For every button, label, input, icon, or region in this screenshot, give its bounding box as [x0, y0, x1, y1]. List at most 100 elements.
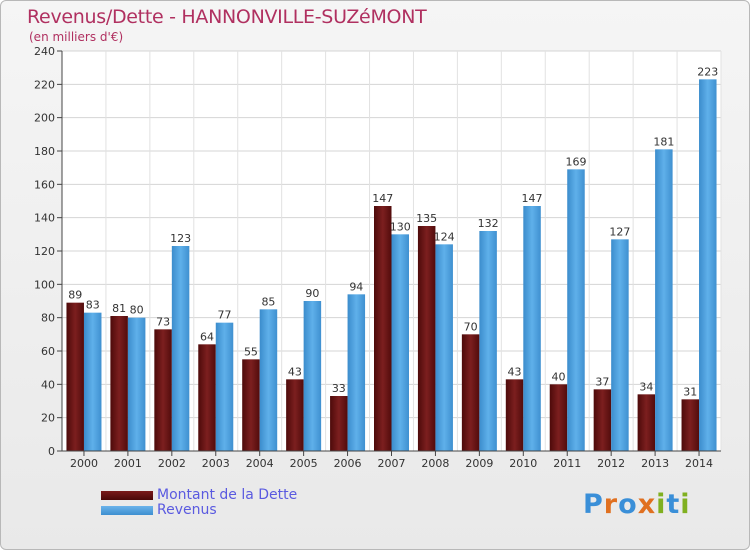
x-tick-label: 2004	[246, 457, 274, 470]
data-label-revenue: 123	[170, 232, 191, 245]
x-tick-label: 2014	[685, 457, 713, 470]
logo-letter: x	[637, 489, 657, 520]
y-tick-label: 140	[34, 212, 55, 225]
data-label-debt: 70	[464, 320, 478, 333]
y-tick-label: 40	[41, 378, 55, 391]
bar-revenue	[391, 234, 409, 451]
bar-debt	[505, 379, 524, 451]
logo-letter: P	[583, 489, 604, 520]
x-tick-label: 2006	[334, 457, 362, 470]
data-label-revenue: 147	[522, 192, 543, 205]
y-tick-label: 100	[34, 278, 55, 291]
data-label-revenue: 77	[218, 309, 232, 322]
x-tick-label: 2012	[597, 457, 625, 470]
data-label-debt: 81	[112, 302, 126, 315]
data-label-revenue: 132	[478, 217, 499, 230]
data-label-debt: 89	[68, 289, 82, 302]
proxiti-logo: Proxiti	[583, 489, 691, 520]
bar-revenue	[435, 244, 453, 451]
y-tick-label: 180	[34, 145, 55, 158]
bar-debt	[593, 389, 612, 451]
y-tick-label: 0	[48, 445, 55, 458]
bar-debt	[154, 329, 172, 451]
bar-revenue	[171, 246, 190, 451]
legend-label-debt: Montant de la Dette	[157, 487, 298, 503]
chart-title: Revenus/Dette - HANNONVILLE-SUZéMONT	[27, 6, 427, 28]
legend-label-revenue: Revenus	[157, 502, 217, 518]
data-label-debt: 33	[332, 382, 346, 395]
data-label-debt: 73	[156, 315, 170, 328]
bar-debt	[461, 334, 480, 451]
data-label-revenue: 83	[86, 299, 100, 312]
data-label-revenue: 124	[434, 230, 455, 243]
data-label-debt: 34	[639, 380, 653, 393]
y-tick-label: 60	[41, 345, 55, 358]
y-tick-label: 240	[34, 45, 55, 58]
bar-revenue	[259, 309, 278, 451]
data-label-debt: 43	[508, 365, 522, 378]
data-label-revenue: 169	[565, 155, 586, 168]
bar-debt	[374, 206, 392, 451]
bar-debt	[417, 226, 436, 451]
y-tick-label: 80	[41, 312, 55, 325]
bar-revenue	[699, 79, 717, 451]
data-label-debt: 37	[595, 375, 609, 388]
data-label-debt: 40	[551, 370, 565, 383]
logo-letter: i	[680, 489, 691, 520]
data-label-debt: 147	[372, 192, 393, 205]
x-tick-label: 2001	[114, 457, 142, 470]
bar-revenue	[567, 169, 585, 452]
x-tick-label: 2013	[641, 457, 669, 470]
legend-swatch-debt	[101, 491, 153, 500]
bar-debt	[681, 399, 700, 451]
x-tick-label: 2002	[158, 457, 186, 470]
bar-revenue	[127, 317, 146, 451]
bar-debt	[66, 302, 84, 451]
data-label-revenue: 181	[653, 135, 674, 148]
data-label-revenue: 94	[349, 280, 363, 293]
bar-revenue	[523, 206, 541, 451]
bar-debt	[549, 384, 568, 451]
bar-revenue	[303, 301, 322, 451]
y-tick-label: 200	[34, 112, 55, 125]
bar-revenue	[479, 231, 497, 451]
x-tick-label: 2011	[553, 457, 581, 470]
data-label-revenue: 80	[130, 304, 144, 317]
bar-revenue	[83, 312, 102, 451]
bar-debt	[110, 316, 128, 451]
data-label-debt: 135	[416, 212, 437, 225]
bar-revenue	[611, 239, 629, 451]
data-label-debt: 64	[200, 330, 214, 343]
y-tick-label: 160	[34, 178, 55, 191]
logo-letter: o	[618, 489, 638, 520]
x-tick-label: 2005	[290, 457, 318, 470]
data-label-revenue: 127	[609, 225, 630, 238]
logo-letter: t	[666, 489, 681, 520]
bar-debt	[637, 394, 656, 451]
bar-debt	[286, 379, 304, 451]
x-tick-label: 2009	[465, 457, 493, 470]
y-tick-label: 220	[34, 78, 55, 91]
bar-debt	[198, 344, 216, 451]
x-tick-label: 2003	[202, 457, 230, 470]
bar-debt	[330, 396, 348, 451]
x-tick-label: 2007	[378, 457, 406, 470]
data-label-revenue: 130	[390, 220, 411, 233]
y-tick-label: 120	[34, 245, 55, 258]
data-label-debt: 31	[683, 385, 697, 398]
bar-revenue	[215, 322, 234, 451]
x-tick-label: 2008	[421, 457, 449, 470]
bar-debt	[242, 359, 260, 451]
x-tick-label: 2010	[509, 457, 537, 470]
bar-revenue	[655, 149, 673, 452]
data-label-debt: 55	[244, 345, 258, 358]
x-tick-label: 2000	[70, 457, 98, 470]
logo-letter: r	[603, 489, 619, 520]
data-label-revenue: 85	[261, 295, 275, 308]
data-label-revenue: 223	[697, 65, 718, 78]
legend-swatch-revenue	[101, 506, 153, 515]
chart-unit-label: (en milliers d'€)	[29, 30, 124, 44]
data-label-revenue: 90	[305, 287, 319, 300]
